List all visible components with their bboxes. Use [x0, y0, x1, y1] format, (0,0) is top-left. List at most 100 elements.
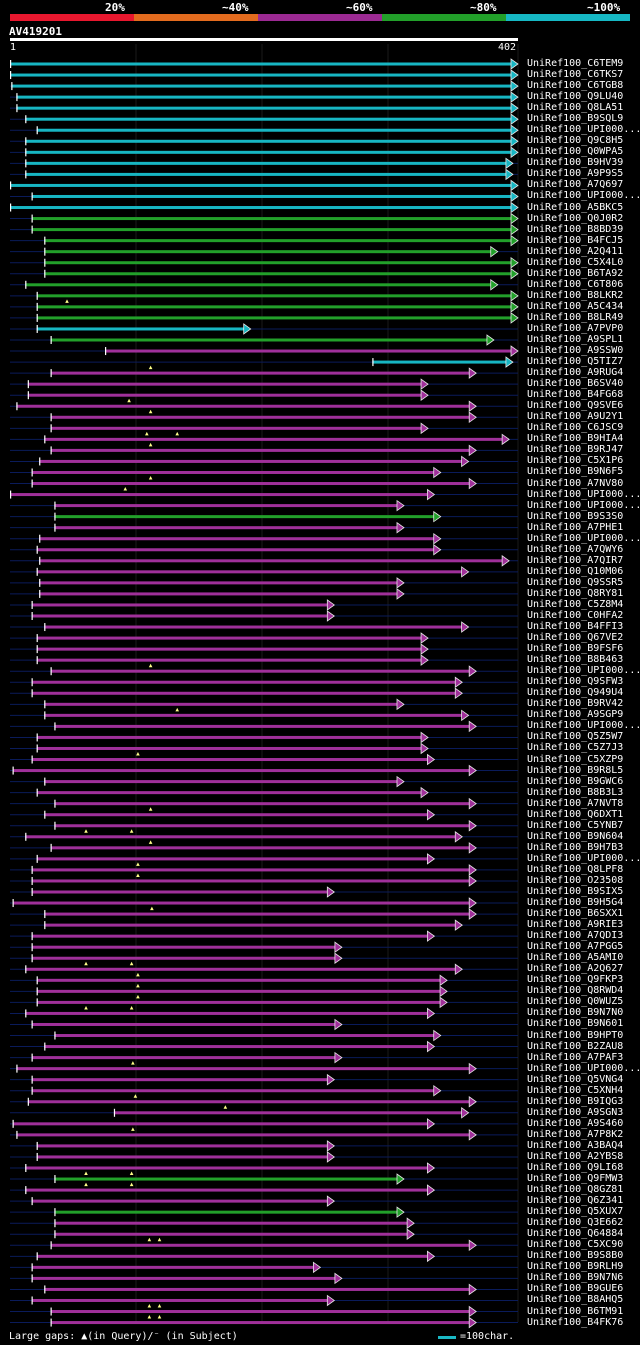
hit-row[interactable]: [10, 1140, 518, 1152]
hit-row[interactable]: [10, 290, 519, 302]
hit-label[interactable]: UniRef100_B9HPT0: [527, 1029, 624, 1041]
hit-label[interactable]: UniRef100_C5Z8M4: [527, 598, 624, 610]
hit-row[interactable]: [10, 532, 518, 545]
hit-row[interactable]: [10, 1018, 518, 1031]
hit-row[interactable]: [10, 663, 518, 677]
hit-row[interactable]: [10, 312, 519, 324]
hit-label[interactable]: UniRef100_B9RLH9: [527, 1261, 624, 1273]
hit-row[interactable]: [10, 365, 518, 379]
hit-row[interactable]: [10, 499, 518, 512]
hit-row[interactable]: [10, 731, 518, 744]
hit-row[interactable]: [10, 862, 518, 876]
hit-label[interactable]: UniRef100_Q6DXT1: [527, 808, 624, 820]
hit-row[interactable]: [10, 1250, 518, 1263]
hit-label[interactable]: UniRef100_A9U2Y1: [527, 411, 624, 423]
hit-label[interactable]: UniRef100_A5BKC5: [527, 201, 624, 213]
hit-row[interactable]: [10, 157, 518, 170]
hit-label[interactable]: UniRef100_B9HV39: [527, 157, 624, 169]
hit-row[interactable]: [10, 190, 519, 203]
hit-label[interactable]: UniRef100_Q5XUX7: [527, 1206, 624, 1218]
hit-row[interactable]: [10, 256, 519, 269]
hit-row[interactable]: [10, 422, 518, 435]
hit-row[interactable]: [10, 1261, 518, 1274]
hit-row[interactable]: [10, 80, 519, 92]
hit-label[interactable]: UniRef100_B9S3S0: [527, 510, 624, 522]
hit-label[interactable]: UniRef100_Q8RY81: [527, 587, 624, 599]
hit-label[interactable]: UniRef100_A9RIE3: [527, 919, 624, 931]
hit-row[interactable]: [10, 994, 518, 1009]
hit-label[interactable]: UniRef100_UPI000...: [527, 190, 640, 202]
hit-row[interactable]: [10, 886, 518, 898]
hit-row[interactable]: [10, 610, 518, 622]
hit-label[interactable]: UniRef100_A7QIR7: [527, 554, 624, 566]
hit-label[interactable]: UniRef100_A5AMI0: [527, 952, 624, 964]
hit-label[interactable]: UniRef100_B9N7N6: [527, 1272, 624, 1284]
hit-label[interactable]: UniRef100_B6SXX1: [527, 908, 624, 920]
hit-row[interactable]: [10, 1051, 518, 1064]
hit-row[interactable]: [10, 853, 518, 865]
hit-row[interactable]: [10, 510, 518, 523]
hit-row[interactable]: [10, 698, 518, 711]
hit-row[interactable]: [10, 1005, 518, 1020]
hit-label[interactable]: UniRef100_Q8LPF8: [527, 863, 624, 875]
hit-label[interactable]: UniRef100_Q10M06: [527, 565, 624, 577]
hit-row[interactable]: [10, 179, 519, 192]
hit-row[interactable]: [10, 797, 518, 810]
hit-label[interactable]: UniRef100_A9SPL1: [527, 334, 624, 345]
hit-label[interactable]: UniRef100_Q8GZ81: [527, 1184, 624, 1196]
hit-label[interactable]: UniRef100_C5XNH4: [527, 1084, 624, 1096]
hit-row[interactable]: [10, 58, 519, 70]
hit-label[interactable]: UniRef100_B6SV40: [527, 378, 624, 390]
hit-row[interactable]: [10, 1182, 518, 1196]
hit-label[interactable]: UniRef100_C5X4L0: [527, 256, 624, 268]
hit-row[interactable]: [10, 299, 519, 313]
hit-label[interactable]: UniRef100_B8B3L3: [527, 786, 624, 798]
hit-row[interactable]: [10, 1315, 518, 1329]
hit-row[interactable]: [10, 1029, 518, 1042]
hit-label[interactable]: UniRef100_Q9SSR5: [527, 576, 624, 588]
hit-label[interactable]: UniRef100_B9FSF6: [527, 643, 624, 655]
hit-label[interactable]: UniRef100_A2YBS8: [527, 1150, 624, 1162]
hit-row[interactable]: [10, 1206, 518, 1218]
hit-row[interactable]: [10, 676, 518, 689]
hit-label[interactable]: UniRef100_O23508: [527, 874, 624, 886]
hit-row[interactable]: [10, 466, 518, 479]
hit-label[interactable]: UniRef100_B9H7B3: [527, 841, 624, 853]
hit-label[interactable]: UniRef100_B9GUE6: [527, 1283, 624, 1295]
hit-label[interactable]: UniRef100_B4FCJ5: [527, 234, 624, 246]
hit-label[interactable]: UniRef100_A9SGP9: [527, 709, 624, 721]
hit-label[interactable]: UniRef100_B9SIX5: [527, 886, 624, 897]
hit-row[interactable]: [10, 1040, 518, 1053]
hit-row[interactable]: [10, 455, 518, 468]
hit-label[interactable]: UniRef100_A7PAF3: [527, 1051, 624, 1063]
hit-row[interactable]: [10, 983, 518, 998]
hit-row[interactable]: [10, 654, 518, 666]
hit-row[interactable]: [10, 577, 518, 589]
hit-label[interactable]: UniRef100_Q5VNG4: [527, 1073, 624, 1085]
hit-row[interactable]: [10, 334, 518, 346]
hit-row[interactable]: [10, 1061, 518, 1075]
hit-label[interactable]: UniRef100_B9GWC6: [527, 775, 624, 787]
hit-row[interactable]: [10, 599, 518, 611]
hit-label[interactable]: UniRef100_B4FK76: [527, 1316, 624, 1328]
hit-row[interactable]: [10, 906, 518, 920]
hit-row[interactable]: [10, 409, 518, 424]
hit-label[interactable]: UniRef100_B9N604: [527, 830, 624, 842]
hit-label[interactable]: UniRef100_C6TEM9: [527, 58, 624, 69]
hit-label[interactable]: UniRef100_A7QWY6: [527, 543, 624, 555]
hit-row[interactable]: [10, 807, 518, 821]
hit-row[interactable]: [10, 829, 518, 843]
hit-label[interactable]: UniRef100_UPI000...: [527, 488, 640, 500]
hit-row[interactable]: [10, 267, 519, 280]
hit-row[interactable]: [10, 1105, 518, 1119]
hit-label[interactable]: UniRef100_Q67VE2: [527, 632, 624, 644]
hit-label[interactable]: UniRef100_C0HFA2: [527, 610, 624, 621]
hit-row[interactable]: [10, 952, 518, 965]
hit-row[interactable]: [10, 566, 518, 578]
hit-label[interactable]: UniRef100_B9H5G4: [527, 897, 624, 909]
hit-row[interactable]: [10, 146, 519, 159]
hit-label[interactable]: UniRef100_B8B463: [527, 654, 624, 666]
hit-row[interactable]: [10, 113, 519, 125]
hit-label[interactable]: UniRef100_C5Z7J3: [527, 742, 624, 754]
hit-row[interactable]: [10, 764, 518, 777]
